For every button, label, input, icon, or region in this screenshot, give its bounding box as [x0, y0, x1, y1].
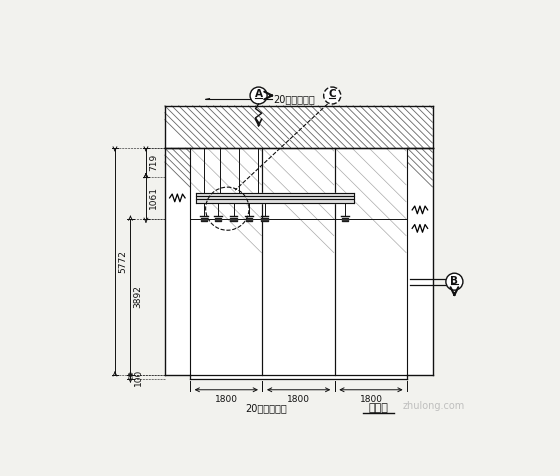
Text: 100: 100 [133, 368, 143, 386]
Text: 1800: 1800 [287, 395, 310, 404]
Text: B: B [450, 276, 459, 286]
Text: C: C [328, 89, 336, 99]
Circle shape [324, 87, 340, 104]
Text: A: A [255, 89, 263, 99]
Text: 719: 719 [149, 154, 158, 171]
Text: 1061: 1061 [149, 187, 158, 209]
Text: 立面图: 立面图 [369, 403, 389, 413]
Text: 1800: 1800 [360, 395, 382, 404]
Text: zhulong.com: zhulong.com [403, 401, 465, 411]
Text: 20厘钗化玻璃: 20厘钗化玻璃 [245, 403, 287, 413]
Circle shape [250, 87, 267, 104]
Text: 5772: 5772 [118, 250, 127, 273]
Text: 3892: 3892 [133, 286, 143, 308]
Circle shape [446, 273, 463, 290]
Text: 1800: 1800 [215, 395, 238, 404]
Text: 20厘钗化玻璃: 20厘钗化玻璃 [273, 94, 315, 104]
